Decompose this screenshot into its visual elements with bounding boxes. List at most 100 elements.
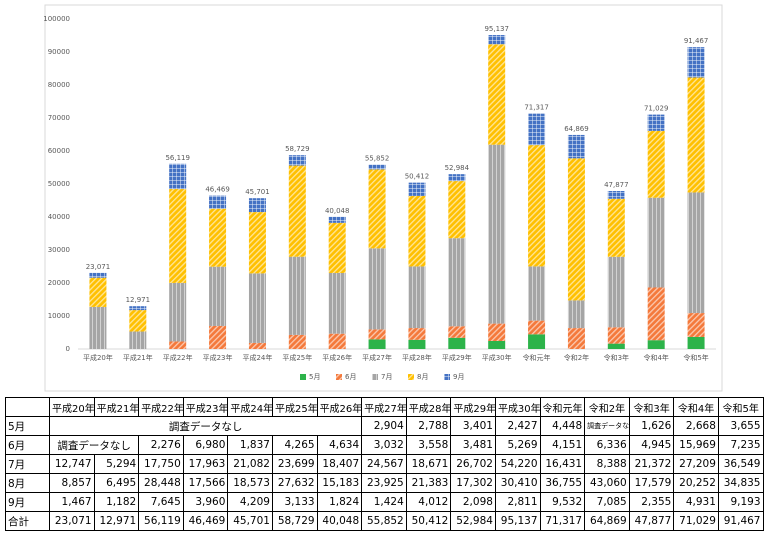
table-cell — [5, 397, 50, 417]
bar-segment — [687, 192, 705, 314]
bar-segment — [129, 310, 147, 332]
table-cell: 15,969 — [673, 435, 719, 455]
table-cell: 3,960 — [182, 492, 229, 512]
bar-segment — [368, 164, 386, 170]
total-label: 64,869 — [564, 125, 589, 133]
bar-segment — [248, 212, 266, 274]
x-tick-label: 令和元年 — [523, 353, 551, 362]
table-cell: 71,317 — [539, 511, 586, 531]
table-row: 7月 12,747 5,294 17,750 17,963 21,082 23,699 18,… — [5, 454, 764, 474]
bar-segment — [448, 174, 466, 182]
table-cell: 調査データなし — [584, 416, 630, 436]
total-label: 50,412 — [405, 173, 430, 181]
table-cell: 9,532 — [539, 492, 586, 512]
table-cell: 4,209 — [227, 492, 273, 512]
table-cell: 2,427 — [494, 416, 541, 436]
table-cell: 18,573 — [227, 473, 273, 493]
x-tick-label: 平成27年 — [362, 353, 392, 362]
y-tick-label: 50000 — [48, 180, 70, 188]
table-cell: 平成27年 — [361, 397, 407, 417]
bar-segment — [288, 256, 306, 335]
table-cell: 4,151 — [539, 435, 586, 455]
table-cell: 3,401 — [450, 416, 496, 436]
table-cell: 5月 — [5, 416, 50, 436]
legend-swatch — [300, 374, 306, 380]
total-label: 52,984 — [445, 164, 470, 172]
table-cell: 2,811 — [494, 492, 541, 512]
bar-segment — [488, 44, 506, 145]
bar-segment — [408, 328, 426, 340]
x-tick-label: 平成28年 — [402, 353, 432, 362]
x-tick-label: 平成21年 — [123, 353, 153, 362]
table-cell: 52,984 — [450, 511, 496, 531]
bar-segment — [129, 331, 147, 349]
table-cell: 7,235 — [717, 435, 764, 455]
table-cell: 平成20年 — [49, 397, 95, 417]
table-cell: 27,632 — [271, 473, 318, 493]
table-cell: 21,383 — [405, 473, 452, 493]
table-cell: 5,294 — [93, 454, 140, 474]
bar-segment — [209, 325, 227, 349]
bar-segment — [328, 333, 346, 349]
bar-segment — [607, 327, 625, 344]
table-cell: 91,467 — [717, 511, 764, 531]
bar-segment — [647, 287, 665, 341]
x-tick-label: 平成24年 — [242, 353, 272, 362]
bar-segment — [408, 182, 426, 196]
bar-segment — [288, 334, 306, 349]
table-row: 5月 調査データなし 2,904 2,788 3,401 2,427 4,448 調査データな… — [5, 416, 764, 436]
table-cell: 3,133 — [271, 492, 318, 512]
total-label: 95,137 — [484, 25, 509, 33]
table-cell: 6月 — [5, 435, 50, 455]
table-cell: 2,788 — [405, 416, 452, 436]
bar-segment — [368, 339, 386, 349]
table-cell: 1,467 — [49, 492, 95, 512]
table-cell: 平成29年 — [450, 397, 496, 417]
bar-segment — [528, 145, 546, 267]
table-cell: 2,098 — [450, 492, 496, 512]
bar-segment — [567, 300, 585, 329]
table-cell: 46,469 — [182, 511, 229, 531]
table-cell: 2,355 — [628, 492, 675, 512]
table-cell: 8,388 — [584, 454, 630, 474]
legend-label: 6月 — [345, 373, 356, 381]
bar-segment — [607, 256, 625, 328]
table-cell: 18,407 — [316, 454, 363, 474]
bar-segment — [567, 328, 585, 349]
table-cell: 4,931 — [673, 492, 719, 512]
bar-segment — [328, 222, 346, 273]
bar-segment — [169, 189, 187, 283]
bar-segment — [647, 114, 665, 131]
table-cell: 17,302 — [450, 473, 496, 493]
bar-segment — [169, 341, 187, 349]
table-cell: 17,750 — [138, 454, 184, 474]
table-cell: 平成21年 — [93, 397, 140, 417]
table-cell: 6,336 — [584, 435, 630, 455]
table-cell: 95,137 — [494, 511, 541, 531]
total-label: 40,048 — [325, 207, 350, 215]
table-cell: 17,579 — [628, 473, 675, 493]
table-cell: 1,837 — [227, 435, 273, 455]
table-cell: 17,566 — [182, 473, 229, 493]
table-cell: 58,729 — [271, 511, 318, 531]
legend-swatch — [444, 374, 450, 380]
bar-segment — [328, 216, 346, 223]
table-cell: 4,012 — [405, 492, 452, 512]
table-cell: 4,448 — [539, 416, 586, 436]
total-label: 71,029 — [644, 105, 669, 113]
bar-segment — [488, 35, 506, 45]
table-cell: 4,634 — [316, 435, 363, 455]
bar-segment — [408, 266, 426, 329]
x-tick-label: 平成20年 — [83, 353, 113, 362]
table-cell: 平成26年 — [316, 397, 363, 417]
table-cell: 調査データなし — [48, 435, 140, 455]
bar-segment — [209, 208, 227, 267]
table-cell: 8,857 — [49, 473, 95, 493]
table-cell: 55,852 — [361, 511, 407, 531]
bar-segment — [288, 155, 306, 166]
legend-swatch — [408, 374, 414, 380]
table-cell: 7,645 — [138, 492, 184, 512]
table-cell: 5,269 — [494, 435, 541, 455]
bar-segment — [607, 198, 625, 257]
table-cell: 64,869 — [584, 511, 630, 531]
